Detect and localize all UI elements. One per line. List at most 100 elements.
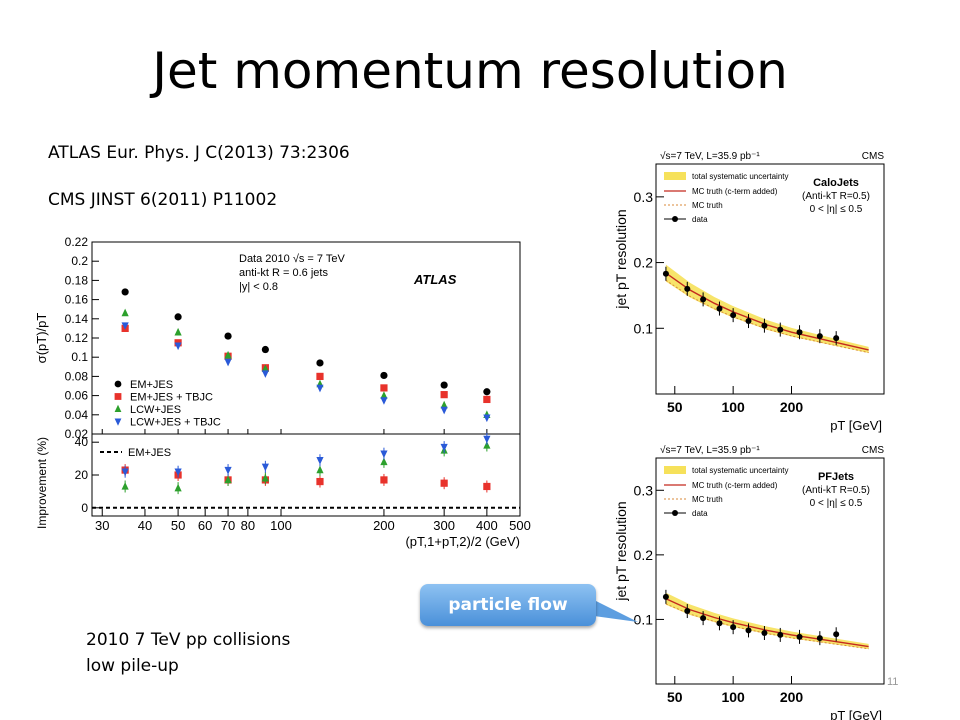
atlas-data-point xyxy=(316,372,324,380)
cms-legend-marker xyxy=(672,216,678,222)
atlas-ytick-label: 0.22 xyxy=(65,235,89,249)
cms-title: √s=7 TeV, L=35.9 pb⁻¹ xyxy=(660,150,760,162)
page-number: 11 xyxy=(887,676,899,688)
atlas-data-point xyxy=(316,384,324,393)
cms-eta-label: 0 < |η| ≤ 0.5 xyxy=(810,498,863,509)
atlas-ytick-label: 0.12 xyxy=(65,331,89,345)
atlas-improvement-point xyxy=(440,479,448,487)
cms-data-point xyxy=(761,629,768,636)
cms-data-point xyxy=(796,633,803,640)
atlas-improvement-point xyxy=(174,483,182,492)
cms-title: √s=7 TeV, L=35.9 pb⁻¹ xyxy=(660,444,760,456)
atlas-improvement-point xyxy=(316,477,324,486)
atlas-legend-marker xyxy=(114,418,122,426)
cms-legend-label: total systematic uncertainty xyxy=(692,466,788,475)
cms-algo-label: (Anti-kT R=0.5) xyxy=(802,485,870,496)
cms-mc-truth-curve xyxy=(665,279,869,354)
atlas-xtick-label: 30 xyxy=(95,518,109,533)
atlas-ytick-label: 0.02 xyxy=(65,427,89,441)
note-line-1: 2010 7 TeV pp collisions xyxy=(86,630,291,650)
cms-legend-label: MC truth xyxy=(692,495,723,504)
atlas-improvement-point xyxy=(174,468,182,477)
atlas-data-point xyxy=(440,406,448,415)
atlas-data-point xyxy=(483,414,491,423)
atlas-figure: 0.02 0.04 0.06 0.08 0.1 0.12 0.14 0.16 0.18 0.2 0.… xyxy=(34,235,531,549)
cms-data-point xyxy=(833,335,840,342)
atlas-data-point xyxy=(380,371,388,380)
atlas-data-point xyxy=(261,370,269,378)
cms-experiment-label: CMS xyxy=(862,445,885,456)
slide-title: Jet momentum resolution xyxy=(152,42,788,100)
cms-data-point xyxy=(684,608,691,615)
cms-legend-label: MC truth xyxy=(692,201,723,210)
atlas-ytick-label: 0.08 xyxy=(65,369,89,383)
cms-data-point xyxy=(716,305,723,312)
atlas-data-point xyxy=(224,358,232,367)
atlas-ytick-label: 0.2 xyxy=(71,254,88,268)
atlas-data-point xyxy=(174,327,182,336)
atlas-improvement-ytick-label: 0 xyxy=(81,501,88,515)
cms-data-point xyxy=(745,627,752,634)
cms-ytick-label: 0.2 xyxy=(634,255,654,271)
atlas-legend-marker xyxy=(114,380,122,388)
cms-data-point xyxy=(816,333,823,340)
callout-pointer xyxy=(594,600,638,622)
atlas-data-point xyxy=(174,342,182,351)
atlas-data-point xyxy=(121,308,129,317)
atlas-xtick-label: 70 xyxy=(221,518,235,533)
atlas-xlabel: (pT,1+pT,2)/2 (GeV) xyxy=(405,534,520,549)
atlas-ytick-label: 0.1 xyxy=(71,350,88,364)
atlas-xtick-label: 80 xyxy=(241,518,255,533)
atlas-improvement-point xyxy=(261,463,269,472)
cms-legend-band xyxy=(664,466,686,474)
atlas-improvement-ytick-label: 40 xyxy=(75,435,89,449)
cms-eta-label: 0 < |η| ≤ 0.5 xyxy=(810,204,863,215)
cms-xtick-label: 200 xyxy=(780,689,804,705)
atlas-annotation: anti-kt R = 0.6 jets xyxy=(239,267,328,279)
cms-xtick-label: 50 xyxy=(667,399,683,415)
cms-data-point xyxy=(796,329,803,336)
atlas-improvement-point xyxy=(483,435,491,444)
cms-ytick-label: 0.1 xyxy=(634,611,654,627)
atlas-improvement-point xyxy=(261,473,269,482)
cms-reference: CMS JINST 6(2011) P11002 xyxy=(48,190,278,210)
cms-legend-band xyxy=(664,172,686,180)
atlas-improvement-point xyxy=(121,468,129,477)
cms-jet-type: PFJets xyxy=(818,471,854,483)
cms-xtick-label: 50 xyxy=(667,689,683,705)
cms-data-point xyxy=(777,631,784,638)
atlas-data-point xyxy=(261,345,269,354)
cms-ylabel: jet pT resolution xyxy=(613,501,629,601)
atlas-annotation: Data 2010 √s = 7 TeV xyxy=(239,253,345,265)
atlas-ytick-label: 0.04 xyxy=(65,408,89,422)
atlas-improvement-point xyxy=(121,482,129,490)
cms-legend-label: total systematic uncertainty xyxy=(692,172,788,181)
atlas-ytick-label: 0.16 xyxy=(65,293,89,307)
cms-data-point xyxy=(662,270,669,277)
cms-pfjets-figure: √s=7 TeV, L=35.9 pb⁻¹ CMS 0.1 0.2 0.3 50 100 20… xyxy=(613,444,885,720)
atlas-improvement-point xyxy=(380,457,388,466)
atlas-reference: ATLAS Eur. Phys. J C(2013) 73:2306 xyxy=(48,143,350,163)
atlas-data-point xyxy=(380,391,388,399)
atlas-improvement-point xyxy=(483,482,491,491)
cms-xlabel: pT [GeV] xyxy=(830,708,882,720)
cms-data-point xyxy=(833,631,840,638)
cms-algo-label: (Anti-kT R=0.5) xyxy=(802,191,870,202)
atlas-data-point xyxy=(440,391,448,399)
cms-experiment-label: CMS xyxy=(862,151,885,162)
cms-ylabel: jet pT resolution xyxy=(613,209,629,309)
atlas-legend-label: EM+JES + TBJC xyxy=(130,392,213,404)
atlas-ylabel: σ(pT)/pT xyxy=(34,313,49,364)
cms-jet-type: CaloJets xyxy=(813,177,859,189)
atlas-improvement-point xyxy=(440,443,448,452)
atlas-xtick-label: 50 xyxy=(171,518,185,533)
cms-ytick-label: 0.2 xyxy=(634,547,654,563)
cms-data-point xyxy=(700,296,707,303)
atlas-xtick-label: 200 xyxy=(373,518,395,533)
atlas-improvement-point xyxy=(380,476,388,484)
atlas-label: ATLAS xyxy=(413,272,457,287)
cms-ytick-label: 0.3 xyxy=(634,482,654,498)
atlas-xtick-label: 60 xyxy=(198,518,212,533)
atlas-data-point xyxy=(224,332,232,340)
atlas-xtick-label: 300 xyxy=(433,518,455,533)
